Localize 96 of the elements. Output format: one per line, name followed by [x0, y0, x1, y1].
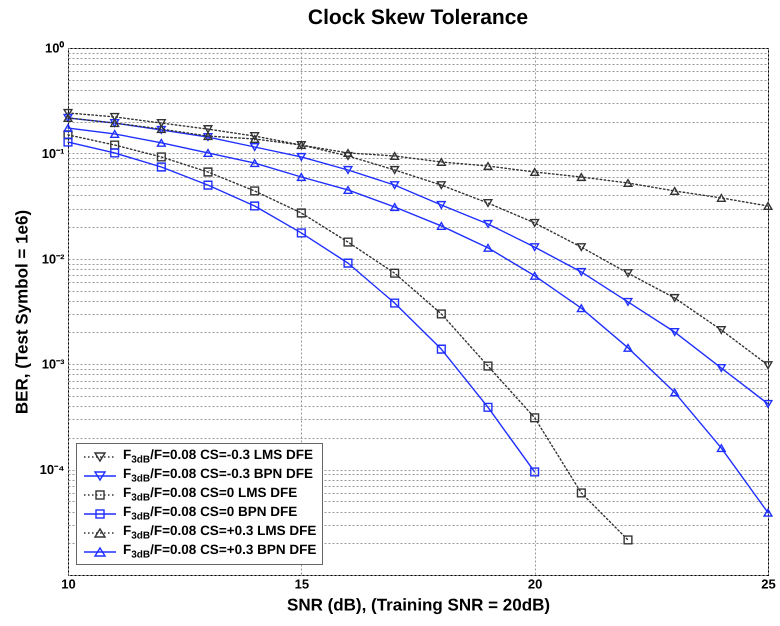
- point: [390, 202, 400, 212]
- point: [390, 166, 400, 174]
- point: [110, 140, 120, 150]
- point: [390, 298, 400, 308]
- point: [156, 152, 166, 162]
- point: [670, 328, 680, 336]
- legend-label: F$_{3dB}$/F=0.08 CS=-0.3 BPN DFE: [123, 466, 313, 485]
- point: [110, 148, 120, 158]
- legend-label: F$_{3dB}$/F=0.08 CS=0 BPN DFE: [123, 504, 298, 523]
- point: [530, 272, 540, 280]
- point: [436, 344, 446, 354]
- y-axis-title: BER, (Test Symbol = 1e6): [12, 210, 32, 414]
- point: [716, 194, 726, 202]
- point: [156, 119, 166, 128]
- point: [436, 158, 446, 166]
- point: [763, 361, 773, 370]
- chart-title: Clock Skew Tolerance: [308, 6, 528, 29]
- point: [63, 130, 73, 140]
- point: [623, 298, 633, 306]
- point: [343, 186, 353, 194]
- point: [110, 112, 120, 121]
- point: [623, 178, 633, 188]
- point: [576, 268, 586, 276]
- point: [483, 402, 493, 412]
- point: [296, 172, 306, 182]
- point: [250, 134, 260, 144]
- y-tick-label: 10⁻²: [42, 251, 66, 266]
- point: [343, 152, 353, 160]
- point: [436, 222, 446, 230]
- point: [250, 186, 260, 196]
- legend-label: F$_{3dB}$/F=0.08 CS=+0.3 BPN DFE: [123, 542, 316, 561]
- point: [763, 508, 773, 517]
- point: [483, 244, 493, 252]
- point: [110, 130, 120, 138]
- point: [716, 444, 726, 452]
- point: [343, 238, 353, 247]
- point: [203, 125, 213, 134]
- point: [576, 172, 586, 182]
- point: [250, 142, 260, 152]
- point: [203, 167, 213, 177]
- legend-label: F$_{3dB}$/F=0.08 CS=0 LMS DFE: [123, 485, 298, 504]
- point: [63, 138, 73, 147]
- point: [530, 218, 540, 227]
- point: [716, 326, 726, 334]
- point: [576, 243, 586, 252]
- y-tick-label: 10⁰: [45, 40, 64, 56]
- point: [530, 168, 540, 176]
- point: [390, 181, 400, 190]
- point: [576, 488, 586, 498]
- point: [296, 228, 306, 238]
- point: [623, 269, 633, 278]
- point: [670, 388, 680, 396]
- point: [390, 152, 400, 160]
- point: [483, 361, 493, 371]
- point: [670, 186, 680, 196]
- point: [530, 413, 540, 422]
- point: [250, 158, 260, 168]
- point: [156, 162, 166, 172]
- legend-label: F$_{3dB}$/F=0.08 CS=+0.3 LMS DFE: [123, 523, 316, 542]
- x-axis-title: SNR (dB), (Training SNR = 20dB): [286, 596, 550, 614]
- point: [436, 181, 446, 190]
- point: [296, 208, 306, 218]
- point: [343, 258, 353, 268]
- point: [343, 166, 353, 174]
- point: [203, 148, 213, 157]
- point: [436, 200, 446, 210]
- point: [623, 344, 633, 352]
- point: [203, 180, 213, 190]
- y-tick-label: 10⁻¹: [42, 146, 64, 161]
- x-tick-label: 25: [761, 576, 776, 592]
- x-tick-label: 10: [61, 576, 76, 592]
- point: [716, 364, 726, 372]
- point: [483, 162, 493, 170]
- point: [763, 202, 773, 210]
- point: [390, 268, 400, 278]
- x-tick-label: 15: [294, 576, 310, 592]
- point: [530, 467, 540, 477]
- point: [436, 309, 446, 318]
- point: [483, 199, 493, 208]
- legend-label: F$_{3dB}$/F=0.08 CS=-0.3 LMS DFE: [123, 447, 313, 466]
- point: [63, 124, 73, 132]
- y-tick-label: 10⁻⁴: [40, 462, 64, 478]
- point: [623, 535, 633, 545]
- point: [250, 201, 260, 211]
- y-tick-label: 10⁻³: [42, 356, 66, 372]
- point: [483, 220, 493, 228]
- point: [63, 108, 73, 117]
- point: [763, 400, 773, 408]
- point: [530, 243, 540, 252]
- point: [250, 132, 260, 140]
- x-tick-label: 20: [528, 576, 542, 592]
- point: [343, 148, 353, 157]
- point: [156, 138, 166, 147]
- point: [670, 294, 680, 302]
- point: [296, 152, 306, 162]
- point: [576, 304, 586, 312]
